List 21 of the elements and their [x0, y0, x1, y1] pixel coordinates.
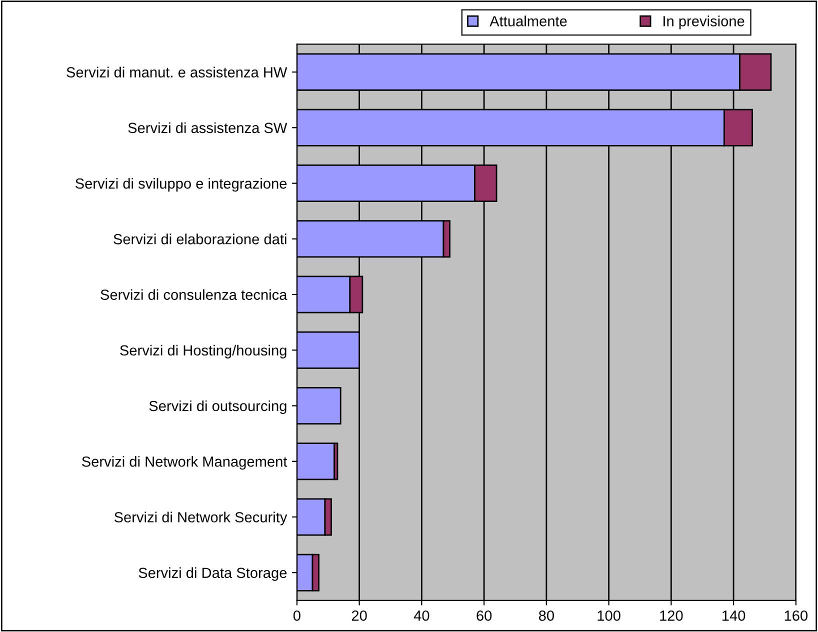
x-tick-label: 160 — [784, 610, 808, 621]
x-tick-label: 60 — [476, 610, 492, 621]
y-tick-label: Servizi di outsourcing — [149, 400, 286, 414]
x-tick-label: 120 — [660, 610, 683, 621]
x-tick-label: 20 — [352, 610, 367, 621]
y-tick-label: Servizi di Network Management — [82, 456, 288, 470]
y-tick-label: Servizi di assistenza SW — [128, 122, 288, 134]
y-tick-label: Servizi di manut. e assistenza HW — [66, 66, 288, 78]
x-tick-label: 0 — [293, 610, 300, 621]
y-tick-label: Servizi di sviluppo e integrazione — [76, 178, 287, 192]
y-tick-label: Servizi di consulenza tecnica — [100, 289, 288, 300]
y-tick-label: Servizi di Data Storage — [138, 567, 287, 581]
x-tick-label: 80 — [538, 610, 554, 621]
x-tick-label: 100 — [598, 610, 620, 621]
x-tick-label: 40 — [414, 610, 430, 621]
y-tick-label: Servizi di Network Security — [114, 512, 288, 526]
legend-label: In previsione — [664, 16, 744, 30]
y-tick-label: Servizi di elaborazione dati — [114, 234, 286, 244]
y-tick-label: Servizi di Hosting/housing — [120, 344, 286, 358]
legend-label: Attualmente — [490, 16, 567, 26]
x-tick-label: 140 — [722, 610, 746, 621]
